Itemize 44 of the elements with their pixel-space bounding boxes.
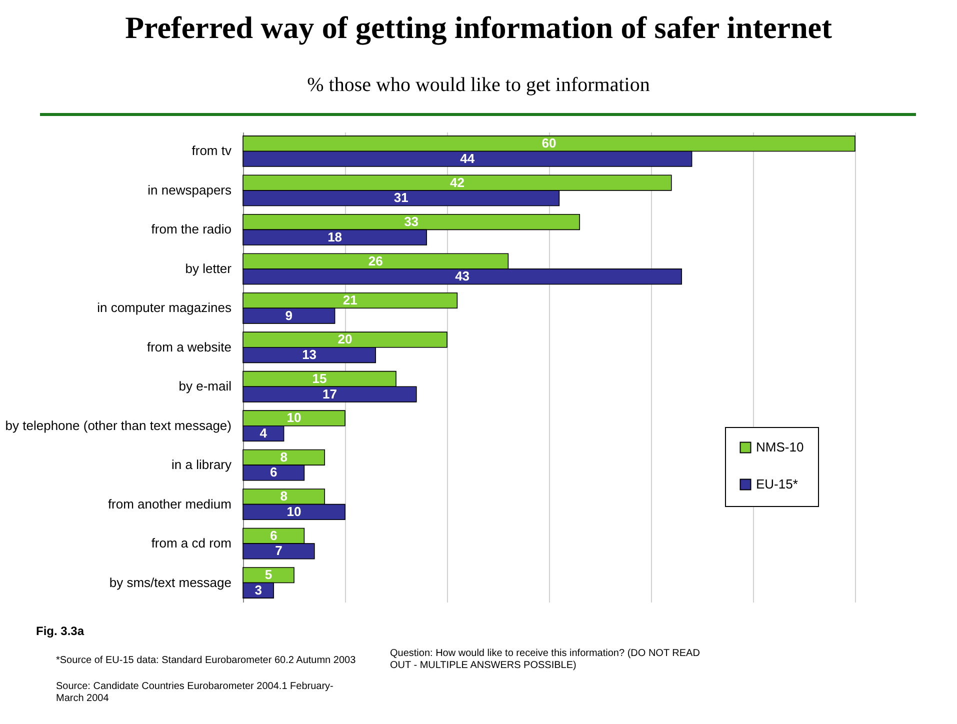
- data-label: 60: [542, 136, 556, 151]
- y-tick-label: from tv: [192, 143, 232, 158]
- y-tick-label: by sms/text message: [109, 574, 232, 590]
- data-label: 5: [264, 567, 272, 582]
- data-label: 15: [312, 370, 327, 386]
- data-label: 43: [455, 268, 470, 284]
- data-label: 10: [286, 410, 302, 426]
- data-label: 17: [322, 386, 337, 402]
- data-label: 42: [450, 174, 464, 190]
- y-tick-label: from the radio: [151, 222, 232, 237]
- data-label: 8: [280, 488, 288, 504]
- data-label: 9: [285, 308, 293, 323]
- data-label: 10: [286, 504, 302, 519]
- data-label: 13: [302, 347, 317, 362]
- y-tick-label: in a library: [172, 457, 232, 472]
- data-label: 44: [460, 150, 476, 166]
- chart-title: Preferred way of getting information of safer internet: [124, 10, 833, 46]
- source-note: Source: Candidate Countries Eurobarometer 2004.1 February- March 2004: [56, 681, 334, 705]
- data-label: 33: [404, 214, 419, 230]
- y-tick-label: by e-mail: [178, 378, 232, 394]
- y-tick-label: in newspapers: [148, 182, 232, 198]
- y-tick-label: from another medium: [108, 496, 232, 512]
- data-label: 7: [275, 543, 282, 558]
- y-tick-label: from a cd rom: [151, 536, 232, 551]
- data-label: 21: [342, 292, 358, 308]
- data-label: 6: [270, 464, 278, 480]
- y-tick-label: by telephone (other than text message): [5, 418, 232, 433]
- chart-subtitle: % those who would like to get information: [306, 74, 651, 97]
- legend-label: EU-15*: [756, 476, 798, 492]
- y-tick-label: from a website: [146, 339, 232, 354]
- data-label: 4: [260, 426, 268, 440]
- data-label: 8: [280, 449, 288, 464]
- data-label: 18: [328, 229, 342, 244]
- data-label: 26: [368, 253, 383, 268]
- legend-label: NMS-10: [756, 440, 804, 454]
- data-label: 6: [270, 528, 278, 543]
- y-tick-label: by letter: [185, 260, 232, 276]
- data-label: 20: [338, 332, 352, 347]
- data-label: 3: [254, 582, 262, 598]
- y-tick-label: in computer magazines: [97, 300, 232, 316]
- text: Question: How would like to receive this information? (DO NOT READ OUT - MULTIPLE ANSWERS POSSIBLE): [390, 648, 701, 672]
- text: *Source of EU-15 data: Standard Eurobarometer 60.2 Autumn 2003: [56, 655, 357, 667]
- caption: Fig. 3.3a: [36, 624, 84, 638]
- data-label: 31: [394, 190, 408, 206]
